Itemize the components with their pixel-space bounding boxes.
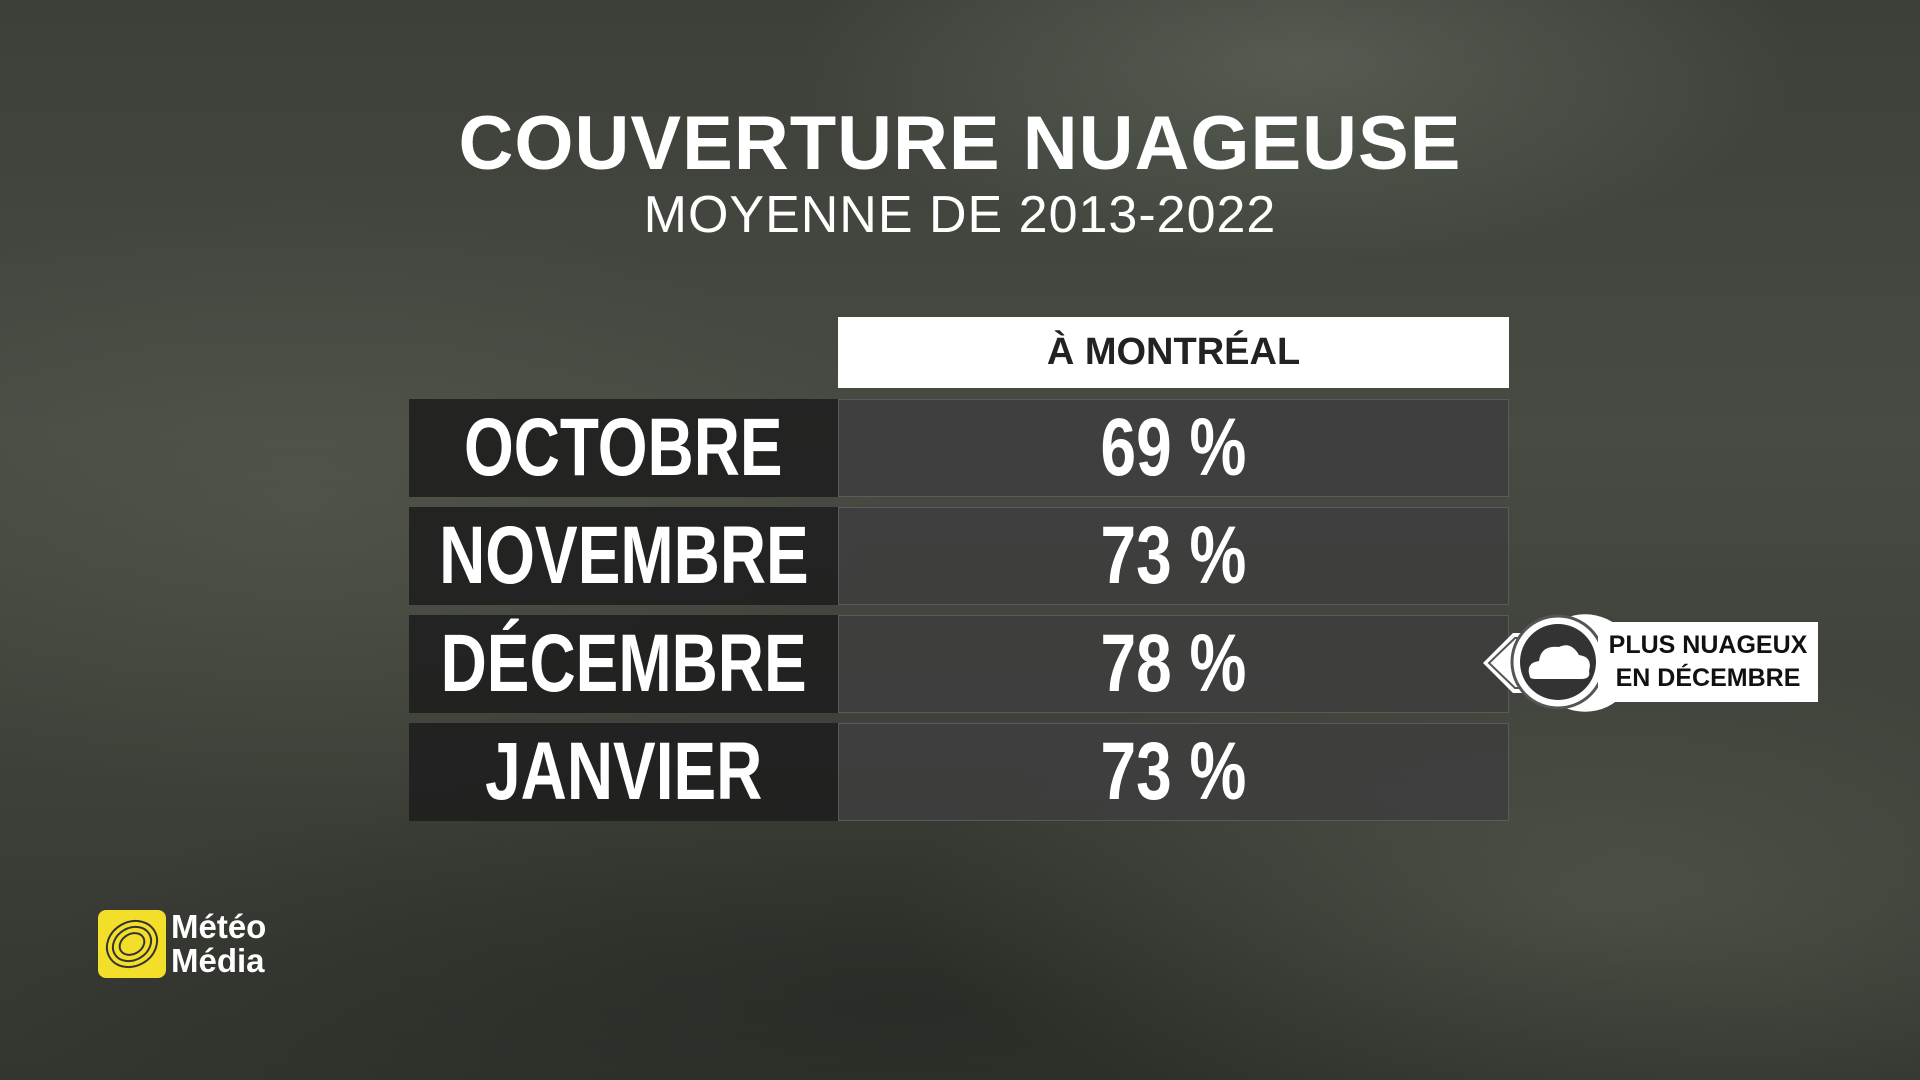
value-label: 73 % [1100,726,1247,817]
month-cell: DÉCEMBRE [409,615,838,713]
table-row: JANVIER 73 % [409,723,1509,821]
month-cell: OCTOBRE [409,399,838,497]
callout-line: EN DÉCEMBRE [1615,664,1801,692]
callout-label: PLUS NUAGEUX EN DÉCEMBRE [1598,622,1818,702]
month-label: OCTOBRE [464,402,783,493]
logo-mark [98,910,166,978]
value-cell: 69 % [838,399,1509,497]
value-cell: 73 % [838,507,1509,605]
logo-text: Météo [171,908,267,945]
logo-square [98,910,166,978]
value-cell: 78 % [838,615,1509,713]
value-label: 78 % [1100,618,1247,709]
title: COUVERTURE NUAGEUSE [458,101,1462,186]
value-label: 69 % [1100,402,1247,493]
month-cell: NOVEMBRE [409,507,838,605]
subtitle: MOYENNE DE 2013-2022 [643,186,1277,244]
value-cell: 73 % [838,723,1509,821]
cloud-icon [1528,645,1590,679]
callout-line: PLUS NUAGEUX [1608,631,1808,659]
month-cell: JANVIER [409,723,838,821]
table-row: NOVEMBRE 73 % [409,507,1509,605]
callout-arrow [1483,614,1625,712]
month-label: JANVIER [484,726,763,817]
table-row: DÉCEMBRE 78 % [409,615,1509,713]
value-label: 73 % [1100,510,1247,601]
table-row: OCTOBRE 69 % [409,399,1509,497]
logo-text: Média [171,942,265,979]
column-header: À MONTRÉAL [838,317,1509,388]
month-label: NOVEMBRE [438,510,809,601]
logo-swirl [105,919,159,969]
month-label: DÉCEMBRE [440,618,807,709]
